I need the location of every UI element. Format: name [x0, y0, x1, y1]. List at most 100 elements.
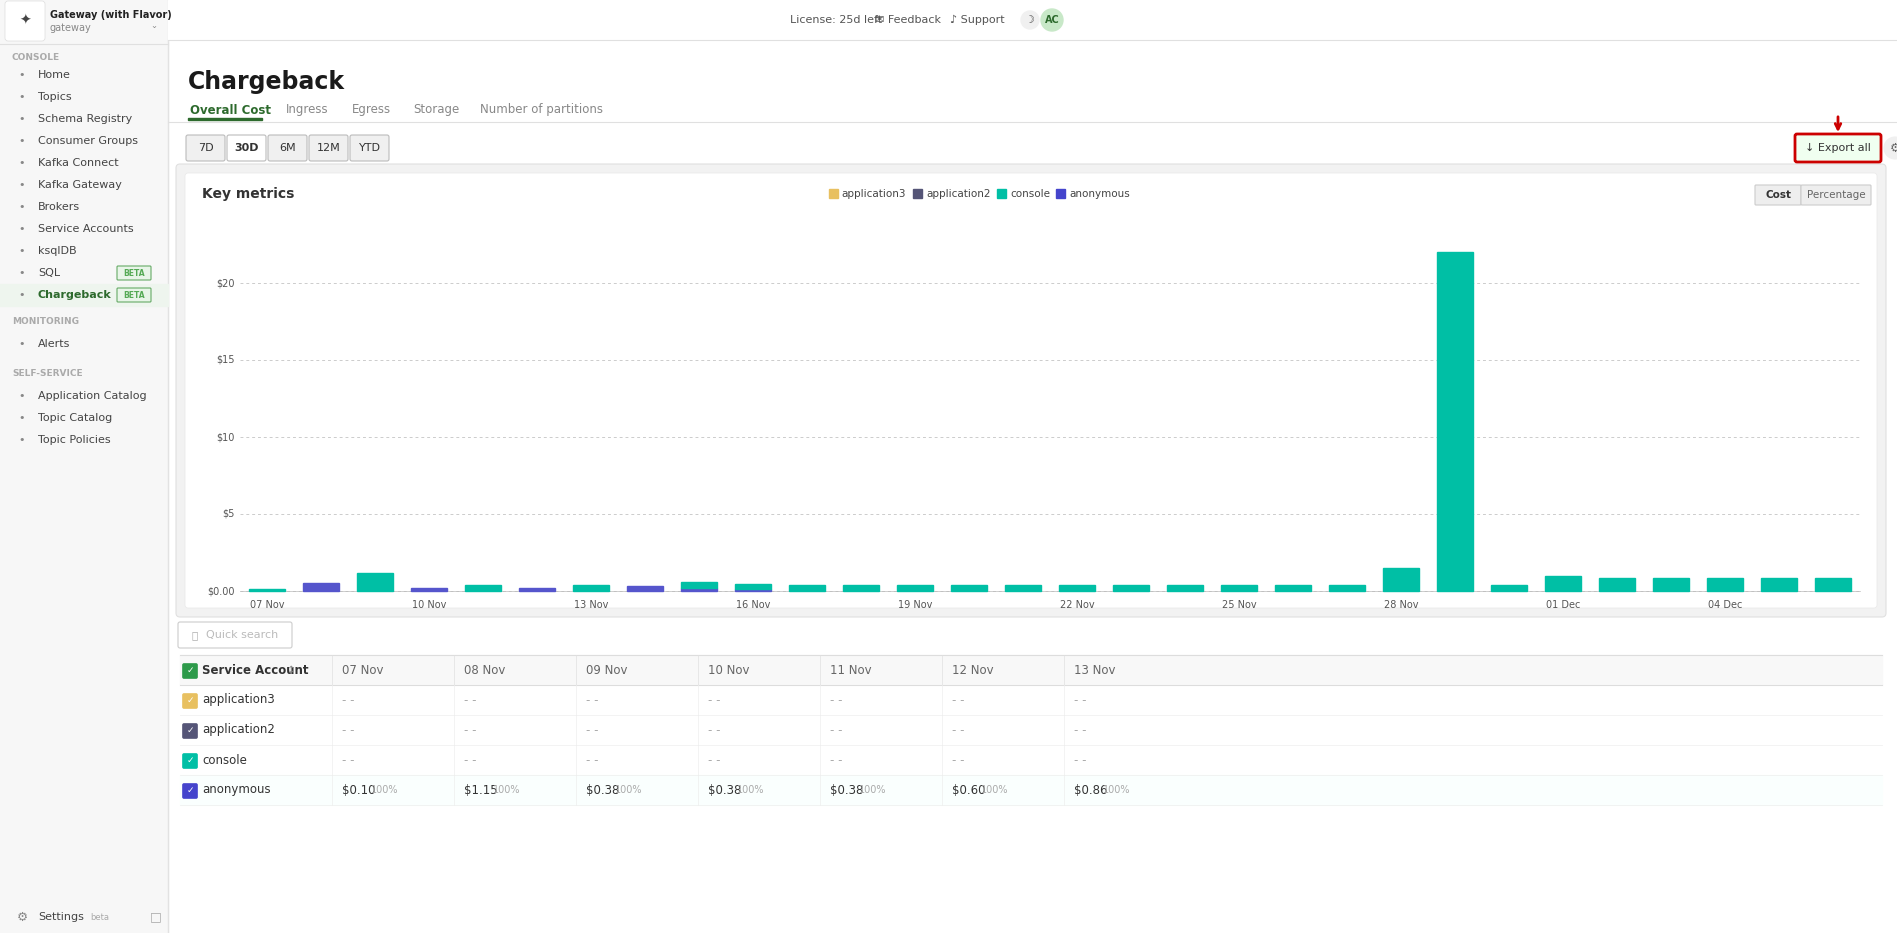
Bar [304, 583, 338, 591]
Text: ✓: ✓ [186, 786, 193, 795]
Bar [897, 585, 933, 591]
Text: 13 Nov: 13 Nov [573, 600, 609, 610]
Bar [520, 588, 554, 591]
Text: gateway: gateway [49, 23, 91, 33]
Text: - -: - - [341, 723, 355, 736]
Text: - -: - - [952, 723, 964, 736]
FancyBboxPatch shape [176, 164, 1886, 617]
Text: - -: - - [831, 693, 842, 706]
Bar [789, 585, 825, 591]
Text: Gateway (with Flavor): Gateway (with Flavor) [49, 10, 173, 20]
FancyBboxPatch shape [182, 724, 197, 738]
Bar [1330, 585, 1364, 591]
Text: - -: - - [708, 693, 721, 706]
FancyBboxPatch shape [1800, 185, 1870, 205]
Text: Topic Catalog: Topic Catalog [38, 413, 112, 423]
Text: Kafka Connect: Kafka Connect [38, 158, 120, 168]
Text: 7D: 7D [197, 143, 212, 153]
Text: Alerts: Alerts [38, 339, 70, 349]
Text: BETA: BETA [123, 290, 144, 299]
Text: 100%: 100% [372, 785, 398, 795]
Text: $0.86: $0.86 [1074, 784, 1108, 797]
Text: - -: - - [586, 754, 598, 767]
Text: Storage: Storage [414, 104, 459, 117]
Text: $0.38: $0.38 [586, 784, 620, 797]
Text: •: • [19, 202, 25, 212]
FancyBboxPatch shape [118, 288, 152, 302]
FancyBboxPatch shape [118, 266, 152, 280]
FancyBboxPatch shape [228, 135, 266, 161]
Text: 100%: 100% [859, 785, 886, 795]
Text: application2: application2 [926, 189, 990, 199]
Circle shape [1041, 9, 1062, 31]
Text: application3: application3 [842, 189, 907, 199]
FancyBboxPatch shape [178, 622, 292, 648]
Bar [912, 189, 922, 198]
Text: console: console [1011, 189, 1051, 199]
Text: 16 Nov: 16 Nov [736, 600, 770, 610]
Text: •: • [19, 290, 25, 300]
Bar [180, 685, 1882, 715]
Bar [1167, 585, 1203, 591]
FancyBboxPatch shape [1755, 185, 1800, 205]
Text: License: 25d left: License: 25d left [789, 15, 882, 25]
Bar [736, 590, 770, 591]
Text: $0.10: $0.10 [341, 784, 376, 797]
Bar [1599, 578, 1635, 591]
Bar [0, 284, 169, 306]
Text: $20: $20 [216, 278, 235, 288]
Text: 12 Nov: 12 Nov [952, 663, 994, 676]
Circle shape [1884, 137, 1897, 159]
Text: 100%: 100% [1102, 785, 1131, 795]
Bar [1057, 189, 1064, 198]
Text: 08 Nov: 08 Nov [465, 663, 505, 676]
Text: $1.15: $1.15 [465, 784, 497, 797]
FancyBboxPatch shape [186, 135, 226, 161]
Text: Service Accounts: Service Accounts [38, 224, 133, 234]
Bar [1222, 585, 1256, 591]
Text: Settings: Settings [38, 912, 83, 922]
Text: - -: - - [952, 693, 964, 706]
Text: 100%: 100% [981, 785, 1009, 795]
Text: ⚙: ⚙ [1889, 142, 1897, 155]
Text: 25 Nov: 25 Nov [1222, 600, 1256, 610]
Text: Service Account: Service Account [201, 663, 309, 676]
Text: 04 Dec: 04 Dec [1707, 600, 1741, 610]
Bar [1275, 585, 1311, 591]
Bar [180, 745, 1882, 775]
Text: Application Catalog: Application Catalog [38, 391, 146, 401]
Bar [628, 586, 662, 591]
Bar [1438, 252, 1472, 591]
FancyBboxPatch shape [182, 784, 197, 798]
Text: Kafka Gateway: Kafka Gateway [38, 180, 121, 190]
Text: - -: - - [952, 754, 964, 767]
Text: 12M: 12M [317, 143, 340, 153]
Text: anonymous: anonymous [201, 784, 271, 797]
Text: •: • [19, 136, 25, 146]
Bar [681, 582, 717, 588]
Text: application2: application2 [201, 723, 275, 736]
Text: $0.00: $0.00 [207, 586, 235, 596]
Bar [249, 590, 285, 591]
Bar [1059, 585, 1095, 591]
FancyBboxPatch shape [351, 135, 389, 161]
Text: Overall Cost: Overall Cost [190, 104, 271, 117]
Text: ☽: ☽ [1024, 15, 1036, 25]
Bar [180, 655, 1882, 685]
Text: •: • [19, 339, 25, 349]
Text: •: • [19, 413, 25, 423]
Text: YTD: YTD [359, 143, 381, 153]
Bar [180, 775, 1882, 805]
Text: 100%: 100% [493, 785, 520, 795]
Text: 19 Nov: 19 Nov [897, 600, 931, 610]
Text: - -: - - [831, 723, 842, 736]
Text: Schema Registry: Schema Registry [38, 114, 133, 124]
Text: 🔍: 🔍 [192, 630, 199, 640]
Text: 07 Nov: 07 Nov [341, 663, 383, 676]
Text: ✓: ✓ [186, 726, 193, 734]
Text: Home: Home [38, 70, 70, 80]
Text: 07 Nov: 07 Nov [250, 600, 285, 610]
Text: •: • [19, 268, 25, 278]
Text: Quick search: Quick search [207, 630, 279, 640]
FancyBboxPatch shape [6, 1, 46, 41]
